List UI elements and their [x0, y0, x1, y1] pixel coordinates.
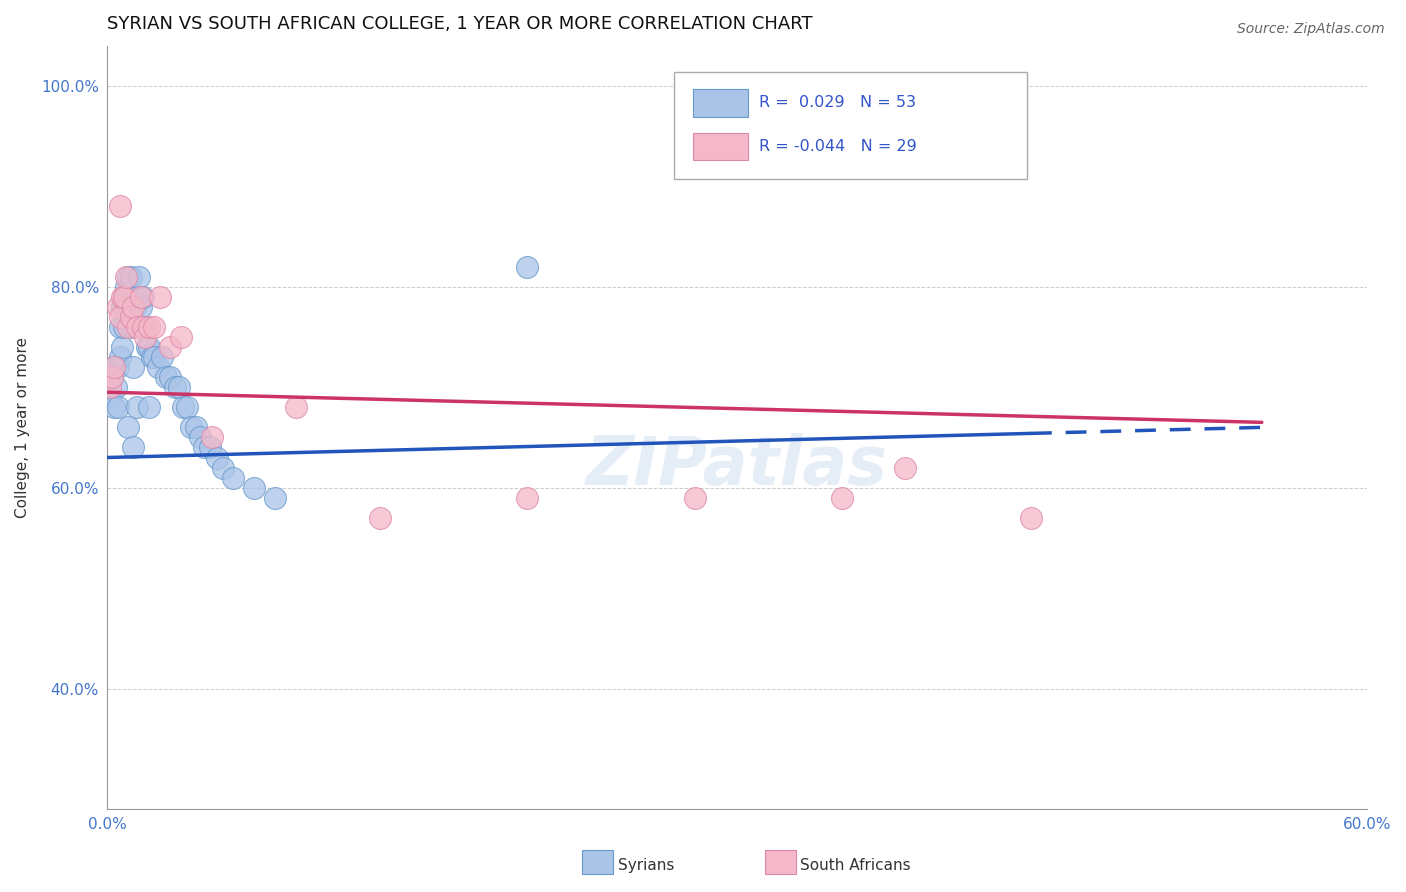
Point — [108, 320, 131, 334]
Point — [111, 300, 134, 314]
Point — [264, 491, 287, 505]
Point — [159, 340, 181, 354]
Point — [138, 320, 160, 334]
Text: Syrians: Syrians — [617, 858, 673, 872]
Point — [243, 481, 266, 495]
Point — [201, 430, 224, 444]
Text: Source: ZipAtlas.com: Source: ZipAtlas.com — [1237, 22, 1385, 37]
Point — [167, 380, 190, 394]
Point — [124, 300, 146, 314]
Point — [831, 491, 853, 505]
Point — [121, 360, 143, 375]
Point — [132, 290, 155, 304]
Point — [159, 370, 181, 384]
Point — [142, 320, 165, 334]
Point — [100, 370, 122, 384]
Point — [134, 330, 156, 344]
Point — [138, 340, 160, 354]
Point — [115, 300, 138, 314]
Point — [104, 380, 127, 394]
Point — [125, 401, 148, 415]
Point — [121, 300, 143, 314]
Point — [141, 350, 163, 364]
Point — [115, 279, 138, 293]
Text: ZIPatlas: ZIPatlas — [586, 433, 889, 499]
Point — [108, 350, 131, 364]
Point — [132, 320, 155, 334]
Text: South Africans: South Africans — [800, 858, 911, 872]
Point — [285, 401, 308, 415]
Y-axis label: College, 1 year or more: College, 1 year or more — [15, 337, 30, 518]
Point — [163, 380, 186, 394]
Point — [108, 310, 131, 324]
Point — [117, 300, 139, 314]
Point — [146, 360, 169, 375]
Point — [894, 460, 917, 475]
Point — [98, 380, 121, 394]
Point — [103, 360, 125, 375]
Point — [128, 269, 150, 284]
Text: R = -0.044   N = 29: R = -0.044 N = 29 — [758, 139, 917, 154]
Point — [107, 401, 129, 415]
Point — [136, 340, 159, 354]
Point — [117, 269, 139, 284]
Point — [100, 370, 122, 384]
Point — [125, 290, 148, 304]
Point — [134, 320, 156, 334]
Point — [129, 290, 152, 304]
Point — [205, 450, 228, 465]
Point — [155, 370, 177, 384]
Point — [108, 199, 131, 213]
Point — [212, 460, 235, 475]
Point — [516, 491, 538, 505]
Point — [103, 360, 125, 375]
Point — [121, 441, 143, 455]
Point — [98, 390, 121, 404]
Point — [193, 441, 215, 455]
Point — [125, 320, 148, 334]
Point — [112, 290, 135, 304]
Point — [172, 401, 194, 415]
Point — [107, 300, 129, 314]
FancyBboxPatch shape — [693, 133, 748, 161]
Point — [117, 320, 139, 334]
Point — [129, 300, 152, 314]
FancyBboxPatch shape — [693, 89, 748, 117]
Point — [149, 290, 172, 304]
Point — [170, 330, 193, 344]
Point — [200, 441, 222, 455]
Point — [176, 401, 198, 415]
Point — [368, 510, 391, 524]
Point — [115, 269, 138, 284]
Point — [180, 420, 202, 434]
Point — [222, 470, 245, 484]
Point — [112, 320, 135, 334]
Point — [120, 310, 142, 324]
Point — [103, 401, 125, 415]
Point — [683, 491, 706, 505]
Text: SYRIAN VS SOUTH AFRICAN COLLEGE, 1 YEAR OR MORE CORRELATION CHART: SYRIAN VS SOUTH AFRICAN COLLEGE, 1 YEAR … — [107, 15, 813, 33]
Point — [1019, 510, 1042, 524]
FancyBboxPatch shape — [673, 72, 1026, 179]
Point — [111, 290, 134, 304]
Text: R =  0.029   N = 53: R = 0.029 N = 53 — [758, 95, 915, 111]
Point — [107, 360, 129, 375]
Point — [188, 430, 211, 444]
Point — [138, 401, 160, 415]
Point — [516, 260, 538, 274]
Point — [142, 350, 165, 364]
Point — [120, 269, 142, 284]
Point — [111, 340, 134, 354]
Point — [112, 290, 135, 304]
Point — [117, 420, 139, 434]
Point — [121, 320, 143, 334]
Point — [150, 350, 173, 364]
Point — [184, 420, 207, 434]
